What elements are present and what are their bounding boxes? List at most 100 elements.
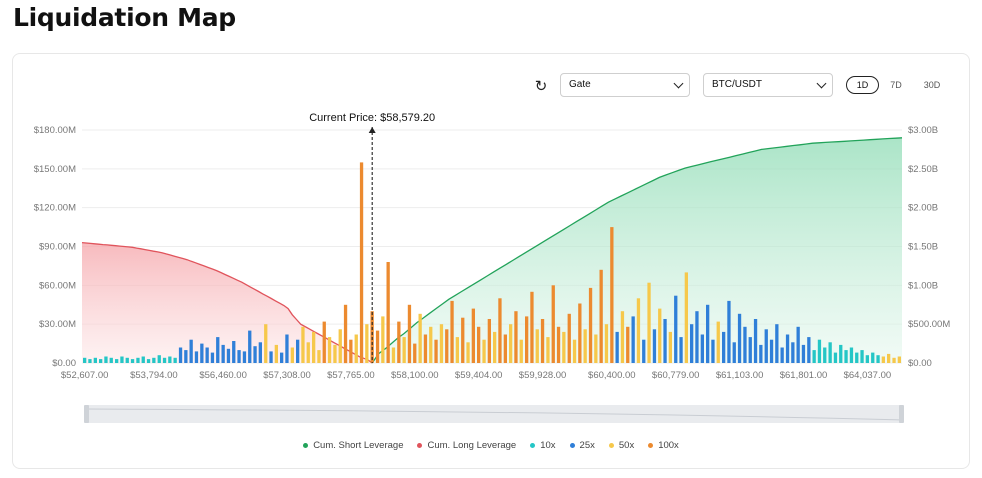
legend-dot-short [303, 443, 309, 448]
bar-25x [690, 324, 694, 363]
bar-25x [679, 337, 683, 363]
bar-10x [849, 347, 854, 363]
page-title: Liquidation Map [13, 3, 236, 32]
current-price-arrow [368, 127, 376, 133]
range-7d-button[interactable]: 7D [890, 80, 902, 90]
bar-10x [833, 352, 838, 363]
bar-25x [280, 352, 284, 363]
exchange-select-value: Gate [569, 79, 591, 90]
range-slider-left-handle[interactable] [84, 405, 89, 423]
y-left-tick-label: $0.00 [52, 358, 76, 369]
refresh-icon[interactable]: ↻ [534, 78, 548, 95]
bar-25x [194, 351, 199, 363]
legend-dot-100x [648, 443, 654, 448]
bar-100x [423, 334, 428, 363]
bar-25x [748, 337, 752, 363]
bar-25x [184, 350, 188, 363]
bar-10x [130, 359, 135, 363]
bar-25x [216, 337, 220, 363]
bar-50x [668, 331, 672, 363]
x-tick-label: $60,779.00 [652, 370, 700, 381]
legend-label-10x: 10x [540, 440, 556, 451]
exchange-select[interactable]: Gate [560, 73, 690, 97]
bar-10x [871, 352, 875, 363]
legend-item-short[interactable]: Cum. Short Leverage [303, 440, 403, 451]
bar-10x [152, 357, 156, 363]
range-30d-button[interactable]: 30D [923, 80, 941, 90]
bar-10x [88, 359, 92, 363]
legend-item-long[interactable]: Cum. Long Leverage [417, 440, 516, 451]
bar-25x [232, 341, 236, 363]
bar-50x [466, 342, 470, 363]
bar-100x [407, 304, 412, 364]
legend-dot-50x [608, 443, 614, 448]
bar-50x [327, 337, 332, 363]
legend-dot-long [417, 443, 423, 448]
bar-25x [796, 326, 800, 363]
y-left-tick-label: $90.00M [39, 242, 76, 253]
bar-100x [445, 329, 449, 363]
x-tick-label: $59,928.00 [519, 370, 567, 381]
bar-100x [450, 300, 454, 363]
bar-25x [700, 334, 704, 363]
legend-label-50x: 50x [618, 440, 635, 451]
cum-long-area [82, 242, 373, 363]
bar-25x [732, 342, 736, 363]
x-tick-label: $57,765.00 [327, 370, 375, 381]
bar-25x [743, 326, 747, 363]
bar-25x [221, 344, 225, 363]
bar-50x [604, 324, 609, 363]
y-right-tick-label: $2.50B [908, 164, 938, 175]
pair-select[interactable]: BTC/USDT [703, 73, 833, 97]
bar-25x [722, 331, 726, 363]
bar-50x [439, 324, 444, 363]
bar-10x [860, 350, 864, 363]
bar-10x [136, 357, 140, 363]
bar-10x [157, 355, 161, 363]
bar-10x [109, 357, 113, 363]
bar-10x [168, 356, 172, 363]
bar-25x [178, 347, 183, 363]
legend-label-short: Cum. Short Leverage [313, 440, 404, 451]
bar-25x [652, 329, 657, 363]
bar-100x [498, 298, 502, 363]
bar-50x [594, 334, 598, 363]
bar-25x [785, 334, 790, 363]
bar-25x [737, 313, 742, 363]
bar-10x [839, 344, 843, 363]
range-slider-right-handle[interactable] [899, 405, 904, 423]
bar-100x [375, 330, 380, 363]
bar-50x [301, 326, 305, 363]
legend-item-50x[interactable]: 50x [608, 440, 635, 451]
bar-25x [727, 300, 731, 363]
bar-50x [519, 339, 523, 363]
bar-50x [317, 350, 321, 363]
bar-50x [306, 342, 310, 363]
bar-25x [753, 319, 758, 363]
y-left-tick-label: $120.00M [34, 203, 76, 214]
bar-100x [551, 285, 555, 363]
bar-100x [343, 304, 348, 364]
bar-25x [674, 295, 678, 363]
bar-100x [567, 313, 571, 363]
bar-50x [620, 311, 625, 363]
bar-10x [817, 339, 822, 363]
bar-25x [285, 334, 289, 363]
bar-50x [274, 344, 278, 363]
legend-item-100x[interactable]: 100x [648, 440, 679, 451]
x-tick-label: $59,404.00 [455, 370, 503, 381]
legend-label-long: Cum. Long Leverage [427, 440, 517, 451]
bar-100x [530, 291, 534, 363]
chart-legend: Cum. Short Leverage Cum. Long Leverage 1… [0, 440, 982, 451]
range-slider-track [84, 405, 904, 423]
range-1d-button[interactable]: 1D [846, 76, 879, 94]
bar-25x [205, 347, 209, 363]
legend-item-10x[interactable]: 10x [530, 440, 556, 451]
legend-item-25x[interactable]: 25x [569, 440, 595, 451]
bar-25x [769, 339, 774, 363]
bar-100x [626, 326, 630, 363]
bar-50x [647, 282, 651, 363]
legend-label-25x: 25x [579, 440, 595, 451]
bar-undefined [887, 353, 891, 363]
